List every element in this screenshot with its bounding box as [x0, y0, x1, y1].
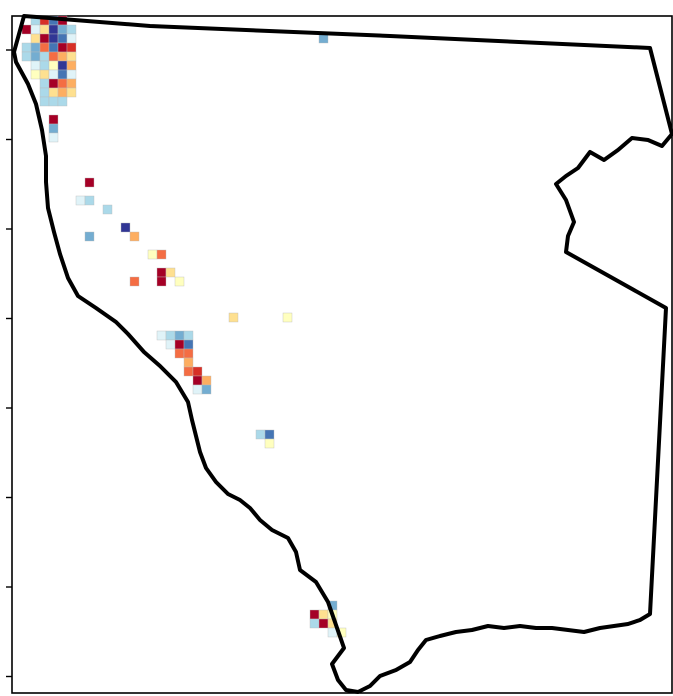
grid-cell [66, 24, 77, 35]
grid-cell [165, 330, 176, 341]
grid-cell [120, 222, 131, 233]
grid-cell [156, 276, 167, 287]
y-axis-ticks [6, 49, 12, 678]
grid-cell [156, 267, 167, 278]
grid-cell [66, 51, 77, 62]
grid-cell [57, 87, 68, 98]
grid-cell [30, 33, 41, 44]
grid-cell [201, 384, 212, 395]
grid-cell [39, 87, 50, 98]
grid-cell [57, 51, 68, 62]
grid-cell [48, 114, 59, 125]
grid-cell [165, 267, 176, 278]
grid-cell [48, 24, 59, 35]
grid-cell [57, 96, 68, 107]
map-axes-frame [11, 15, 673, 694]
grid-cell [147, 249, 158, 260]
grid-cell [48, 69, 59, 80]
grid-cell [39, 69, 50, 80]
grid-cell [48, 78, 59, 89]
grid-cell [57, 33, 68, 44]
grid-cell [66, 33, 77, 44]
grid-cell [48, 60, 59, 71]
grid-cell [183, 339, 194, 350]
grid-cell [264, 438, 275, 449]
grid-cell [192, 375, 203, 386]
grid-cell [66, 87, 77, 98]
grid-cell [318, 618, 329, 629]
grid-cell [21, 42, 32, 53]
grid-cell [255, 429, 266, 440]
grid-cell [66, 42, 77, 53]
grid-cell [264, 429, 275, 440]
grid-cell [48, 87, 59, 98]
grid-cell [57, 69, 68, 80]
grid-cell [48, 33, 59, 44]
grid-cell [183, 330, 194, 341]
grid-cell [201, 375, 212, 386]
grid-cell [318, 609, 329, 620]
grid-cell [66, 60, 77, 71]
grid-cell [21, 51, 32, 62]
grid-cell [48, 96, 59, 107]
grid-cell [84, 231, 95, 242]
region-boundary [12, 14, 673, 694]
grid-cell [66, 78, 77, 89]
grid-cell [48, 123, 59, 134]
grid-cell [174, 276, 185, 287]
grid-cell [39, 33, 50, 44]
grid-cell [30, 60, 41, 71]
grid-cell [39, 51, 50, 62]
grid-cell [39, 60, 50, 71]
grid-cell [39, 42, 50, 53]
grid-cell [129, 276, 140, 287]
grid-cell [66, 69, 77, 80]
grid-cell [57, 60, 68, 71]
grid-cell [57, 24, 68, 35]
grid-cell [48, 132, 59, 143]
grid-cell [156, 330, 167, 341]
grid-cell [57, 42, 68, 53]
grid-cell [156, 249, 167, 260]
grid-cell [30, 51, 41, 62]
grid-cell [282, 312, 293, 323]
grid-cell [309, 609, 320, 620]
grid-cell [84, 195, 95, 206]
grid-cell [102, 204, 113, 215]
grid-cell [48, 51, 59, 62]
grid-cell [39, 24, 50, 35]
grid-cells [21, 15, 347, 638]
grid-cell [228, 312, 239, 323]
grid-cell [30, 42, 41, 53]
grid-cell [183, 357, 194, 368]
grid-cell [39, 96, 50, 107]
grid-cell [84, 177, 95, 188]
grid-cell [183, 366, 194, 377]
grid-cell [39, 78, 50, 89]
grid-cell [30, 69, 41, 80]
grid-cell [48, 42, 59, 53]
grid-cell [174, 348, 185, 359]
grid-cell [57, 78, 68, 89]
grid-cell [165, 339, 176, 350]
grid-cell [183, 348, 194, 359]
grid-cell [192, 384, 203, 395]
grid-cell [21, 24, 32, 35]
grid-cell [192, 366, 203, 377]
grid-cell [309, 618, 320, 629]
grid-cell [174, 330, 185, 341]
grid-cell [129, 231, 140, 242]
grid-cell [30, 24, 41, 35]
grid-cell [174, 339, 185, 350]
grid-cell [75, 195, 86, 206]
